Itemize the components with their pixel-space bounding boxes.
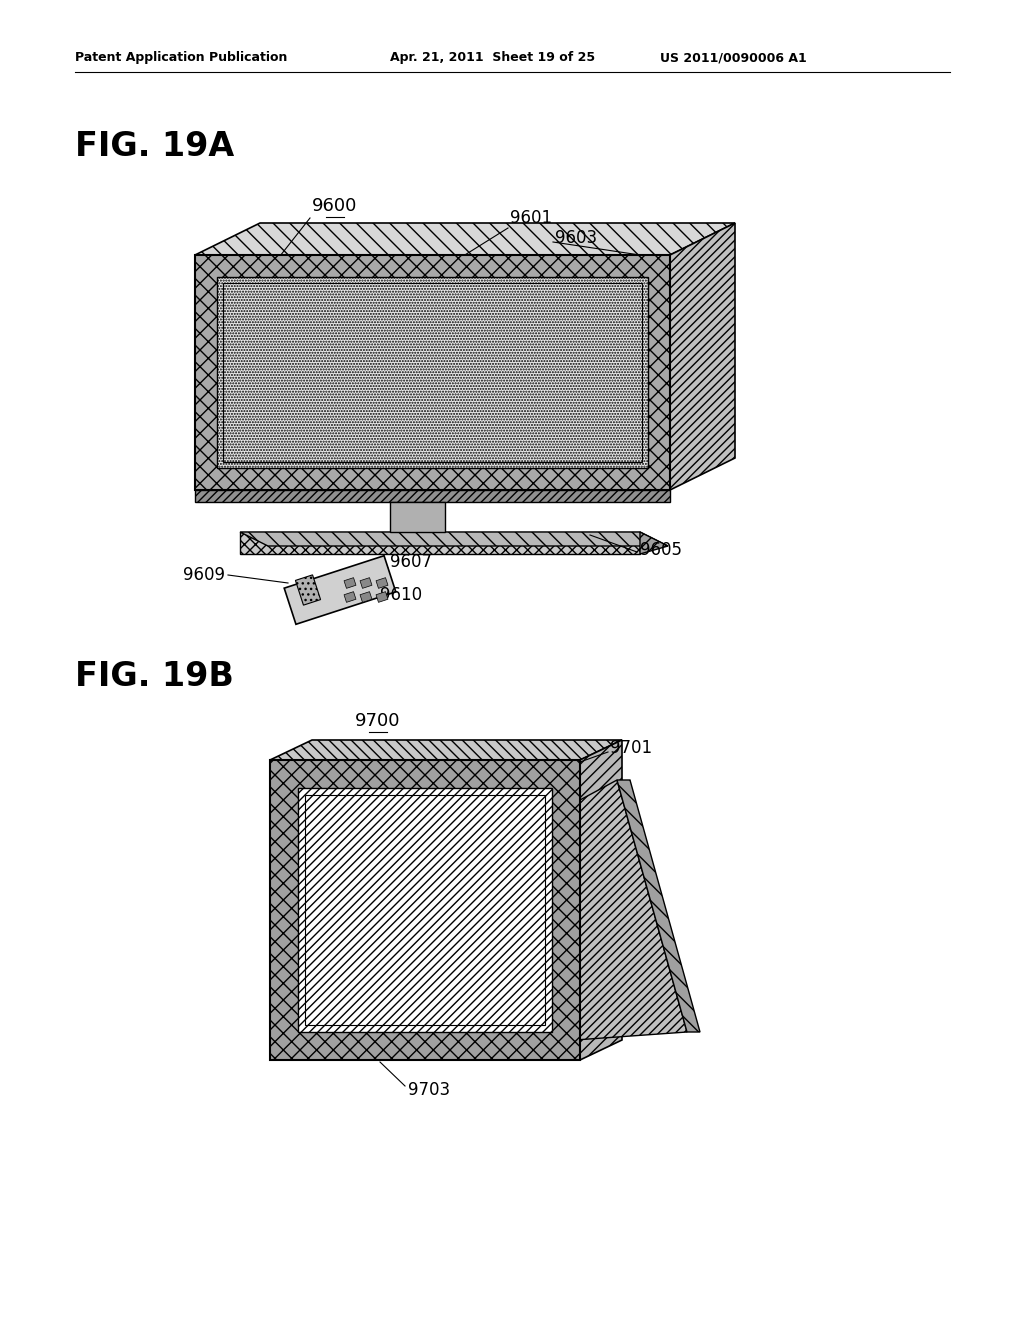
Text: 9605: 9605: [640, 541, 682, 558]
Polygon shape: [195, 223, 735, 255]
Text: Apr. 21, 2011  Sheet 19 of 25: Apr. 21, 2011 Sheet 19 of 25: [390, 51, 595, 65]
Text: 9700: 9700: [355, 711, 400, 730]
Polygon shape: [270, 741, 622, 760]
Polygon shape: [195, 255, 670, 490]
Text: 9603: 9603: [555, 228, 597, 247]
Text: 9609: 9609: [183, 566, 225, 583]
Text: US 2011/0090006 A1: US 2011/0090006 A1: [660, 51, 807, 65]
Polygon shape: [617, 780, 700, 1032]
Text: FIG. 19B: FIG. 19B: [75, 660, 233, 693]
Polygon shape: [376, 578, 388, 589]
Polygon shape: [240, 532, 668, 546]
Polygon shape: [285, 556, 396, 624]
Text: Patent Application Publication: Patent Application Publication: [75, 51, 288, 65]
Text: 9601: 9601: [510, 209, 552, 227]
Polygon shape: [376, 591, 388, 602]
Polygon shape: [295, 574, 321, 605]
Polygon shape: [575, 780, 687, 1040]
Polygon shape: [240, 532, 640, 554]
Polygon shape: [344, 578, 356, 589]
Polygon shape: [360, 591, 372, 602]
Text: 9701: 9701: [610, 739, 652, 756]
Polygon shape: [270, 760, 580, 1060]
Polygon shape: [298, 788, 552, 1032]
Polygon shape: [344, 591, 356, 602]
Text: 9703: 9703: [408, 1081, 451, 1100]
Polygon shape: [195, 490, 670, 502]
Polygon shape: [640, 532, 668, 554]
Text: FIG. 19A: FIG. 19A: [75, 129, 234, 162]
Polygon shape: [580, 741, 622, 1060]
Polygon shape: [670, 223, 735, 490]
Text: 9600: 9600: [312, 197, 357, 215]
Text: 9607: 9607: [390, 553, 432, 572]
Polygon shape: [360, 578, 372, 589]
Polygon shape: [217, 277, 648, 469]
Text: 9610: 9610: [380, 586, 422, 605]
Polygon shape: [390, 502, 445, 532]
